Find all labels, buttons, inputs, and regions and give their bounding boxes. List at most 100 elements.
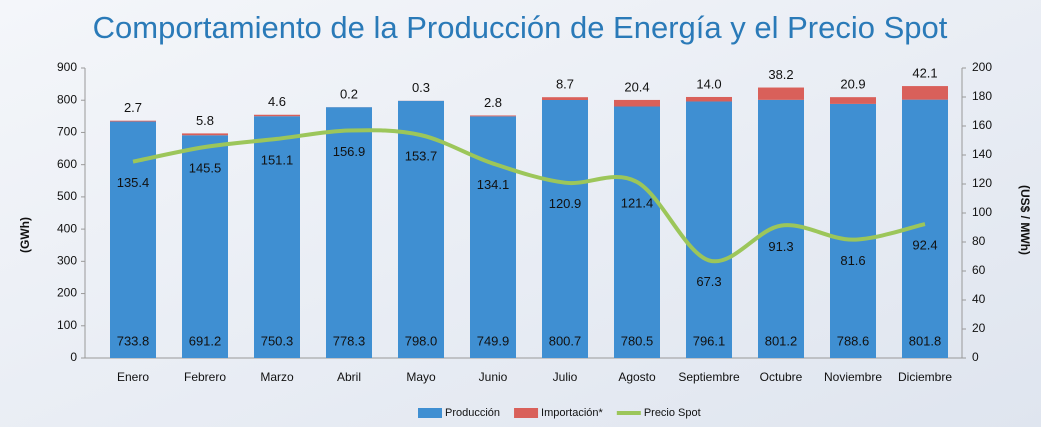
y2-tick-label: 80 [972,234,986,248]
y2-tick-label: 180 [972,89,992,103]
bar-segment [326,107,372,358]
y2-tick-label: 60 [972,263,986,277]
data-label: 156.9 [333,144,366,159]
bar-segment [182,135,228,358]
x-tick-label: Noviembre [824,370,882,384]
bar-segment [614,99,660,107]
data-label: 14.0 [696,76,721,91]
y-tick-label: 100 [57,318,77,332]
data-label: 92.4 [912,237,937,252]
data-label: 91.3 [768,239,793,254]
bar-segment [830,103,876,358]
bar-segment [686,101,732,359]
line [132,128,926,264]
data-label: 120.9 [549,196,582,211]
data-label: 801.8 [909,333,942,348]
bar-segment [902,86,948,100]
data-label: 691.2 [189,333,222,348]
data-label: 153.7 [405,149,438,164]
x-tick-label: Agosto [618,370,656,384]
y-tick-label: 300 [57,254,77,268]
bar-segment [758,99,804,358]
x-tick-label: Abril [337,370,361,384]
data-label: 121.4 [621,195,654,210]
x-tick-label: Enero [117,370,149,384]
x-tick-label: Septiembre [678,370,740,384]
bar-segment [254,114,300,117]
y-tick-label: 200 [57,286,77,300]
data-label: 135.4 [117,175,150,190]
y2-tick-label: 160 [972,118,992,132]
data-label: 42.1 [912,66,937,81]
bar-segment [614,106,660,358]
y2-tick-label: 140 [972,147,992,161]
data-label: 134.1 [477,177,510,192]
data-label: 0.3 [412,80,430,95]
x-tick-label: Marzo [260,370,294,384]
bar-segment [470,116,516,358]
data-label: 788.6 [837,333,870,348]
legend-label: Producción [445,407,500,419]
legend-label: Precio Spot [644,407,701,419]
bar-segment [470,115,516,117]
bar-segment [830,97,876,104]
data-label: 749.9 [477,333,510,348]
y-tick-label: 500 [57,189,77,203]
bar-segment [542,97,588,100]
data-label: 151.1 [261,152,294,167]
data-label: 801.2 [765,333,798,348]
y2-tick-label: 200 [972,60,992,74]
data-label: 2.8 [484,95,502,110]
x-tick-label: Julio [553,370,578,384]
data-label: 778.3 [333,333,366,348]
legend-swatch [418,408,442,418]
legend-swatch [514,408,539,418]
bar-segment [758,87,804,100]
y-tick-label: 900 [57,60,77,74]
data-label: 2.7 [124,100,142,115]
data-label: 800.7 [549,333,582,348]
data-label: 67.3 [696,274,721,289]
y-axis-label: (GWh) [18,217,32,253]
y2-tick-label: 120 [972,176,992,190]
data-label: 4.6 [268,94,286,109]
y2-tick-label: 20 [972,321,986,335]
x-tick-label: Febrero [184,370,226,384]
data-label: 8.7 [556,77,574,92]
y-tick-label: 600 [57,157,77,171]
y-tick-label: 400 [57,221,77,235]
bar-segment [254,116,300,358]
x-tick-label: Octubre [760,370,803,384]
data-label: 0.2 [340,87,358,102]
data-label: 733.8 [117,333,150,348]
y2-tick-label: 100 [972,205,992,219]
data-label: 81.6 [840,253,865,268]
data-label: 798.0 [405,333,438,348]
data-label: 5.8 [196,113,214,128]
data-label: 750.3 [261,333,294,348]
y2-tick-label: 0 [972,350,979,364]
chart-title: Comportamiento de la Producción de Energ… [93,10,948,45]
data-label: 38.2 [768,67,793,82]
bar-segment [686,96,732,102]
bar-segment [398,100,444,358]
bar-segment [182,133,228,136]
x-tick-label: Mayo [406,370,436,384]
data-label: 20.9 [840,77,865,92]
bar-segment [542,99,588,358]
y-tick-label: 0 [70,350,77,364]
x-tick-label: Junio [479,370,508,384]
data-label: 145.5 [189,160,222,175]
y-tick-label: 700 [57,125,77,139]
bar-segment [110,120,156,122]
x-tick-label: Diciembre [898,370,952,384]
y-tick-label: 800 [57,92,77,106]
data-label: 796.1 [693,333,726,348]
data-label: 20.4 [624,79,649,94]
y2-tick-label: 40 [972,292,986,306]
data-label: 780.5 [621,333,654,348]
legend-label: Importación* [541,407,603,419]
y2-axis-label: (US$ / MWh) [1018,185,1032,255]
